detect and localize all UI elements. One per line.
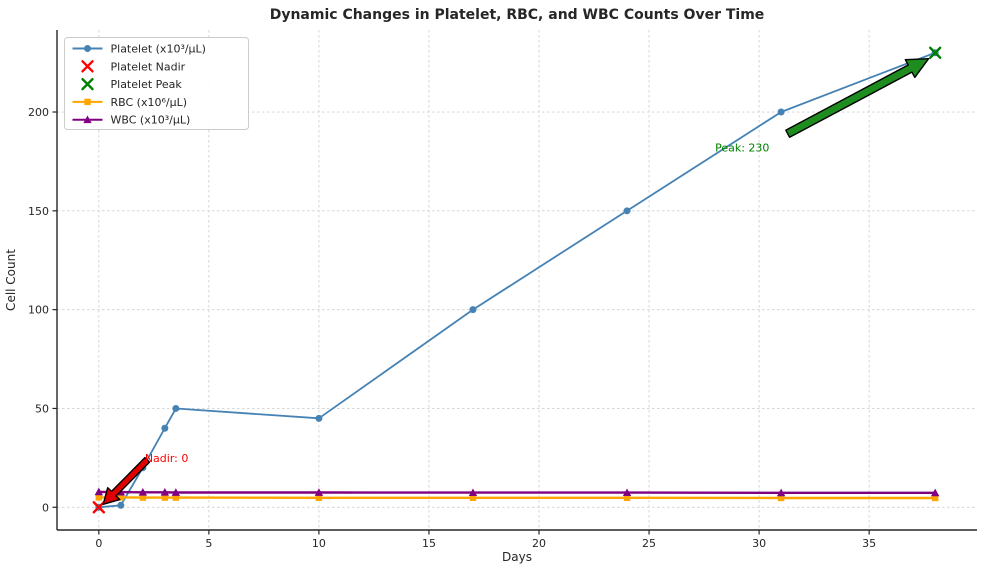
nadir-annotation-text: Nadir: 0 xyxy=(145,452,189,465)
marker-rbc xyxy=(931,494,939,502)
legend-item-label: Platelet Peak xyxy=(111,78,183,91)
legend-marker-x xyxy=(81,77,94,91)
marker-wbc xyxy=(776,488,786,497)
marker-wbc xyxy=(171,488,181,496)
marker-platelet xyxy=(315,414,323,422)
marker-wbc xyxy=(314,488,324,496)
legend-item-label: Platelet (x10³/μL) xyxy=(111,43,206,56)
marker-wbc xyxy=(622,488,632,497)
marker-platelet xyxy=(469,306,477,314)
y-tick-label: 150 xyxy=(28,205,49,218)
marker-wbc xyxy=(160,488,170,496)
legend-item-label: WBC (x10³/μL) xyxy=(111,114,191,127)
series-markers-wbc xyxy=(94,487,940,497)
series-line-wbc xyxy=(98,490,936,494)
marker-platelet xyxy=(172,404,180,412)
chart-title: Dynamic Changes in Platelet, RBC, and WB… xyxy=(270,7,765,23)
series-lines xyxy=(94,49,940,511)
marker-wbc xyxy=(468,488,478,497)
legend-item-label: RBC (x10⁶/μL) xyxy=(111,96,188,109)
y-tick-label: 200 xyxy=(28,106,49,119)
highlight-points xyxy=(92,46,942,514)
marker-wbc xyxy=(138,488,148,496)
legend-marker-triangle xyxy=(83,115,92,124)
nadir-arrow xyxy=(102,456,151,505)
marker-rbc xyxy=(469,494,477,501)
x-tick-label: 35 xyxy=(862,537,876,550)
legend-marker-circle xyxy=(84,45,91,52)
x-tick-label: 30 xyxy=(752,537,766,550)
peak-x-marker xyxy=(928,46,942,59)
series-line-rbc xyxy=(98,496,936,500)
marker-platelet xyxy=(623,207,631,215)
x-tick-label: 25 xyxy=(642,537,656,550)
y-tick-label: 50 xyxy=(35,402,49,415)
legend: Platelet (x10³/μL) Platelet Nadir Platelet… xyxy=(64,37,249,130)
annotations: Nadir: 0 Peak: 230 xyxy=(102,58,930,505)
marker-platelet xyxy=(117,501,125,509)
x-tick-label: 15 xyxy=(422,537,436,550)
marker-platelet xyxy=(161,424,169,432)
x-axis-label: Days xyxy=(502,550,532,564)
x-tick-label: 10 xyxy=(312,537,326,550)
x-tick-label: 20 xyxy=(532,537,546,550)
y-tick-label: 100 xyxy=(28,304,49,317)
marker-rbc xyxy=(117,494,125,501)
marker-rbc xyxy=(315,494,323,501)
series-line-platelet xyxy=(98,51,936,509)
peak-arrow xyxy=(785,58,930,139)
marker-rbc xyxy=(623,494,631,501)
legend-item-1: Platelet Nadir xyxy=(81,60,186,73)
axes: 0 5 10 15 20 25 30 35 0 50 100 150 200 xyxy=(28,30,977,550)
legend-item-2: Platelet Peak xyxy=(81,77,183,91)
legend-item-label: Platelet Nadir xyxy=(111,60,186,73)
marker-platelet xyxy=(777,108,785,116)
marker-wbc xyxy=(94,487,104,496)
marker-wbc xyxy=(930,488,940,497)
nadir-x-marker xyxy=(92,501,106,514)
marker-rbc xyxy=(161,494,169,501)
legend-marker-x xyxy=(81,60,94,73)
legend-item-0: Platelet (x10³/μL) xyxy=(72,43,206,56)
legend-item-3: RBC (x10⁶/μL) xyxy=(72,96,188,109)
x-tick-label: 0 xyxy=(95,537,102,550)
y-axis-label: Cell Count xyxy=(4,249,18,311)
marker-rbc xyxy=(777,494,785,502)
legend-box xyxy=(64,37,249,130)
legend-item-4: WBC (x10³/μL) xyxy=(72,114,191,127)
marker-rbc xyxy=(139,494,147,501)
legend-marker-square xyxy=(84,98,91,106)
y-tick-label: 0 xyxy=(42,501,49,514)
series-markers-rbc xyxy=(95,494,939,502)
x-tick-label: 5 xyxy=(205,537,212,550)
marker-rbc xyxy=(172,494,180,501)
peak-annotation-text: Peak: 230 xyxy=(715,142,769,155)
marker-rbc xyxy=(95,494,103,501)
